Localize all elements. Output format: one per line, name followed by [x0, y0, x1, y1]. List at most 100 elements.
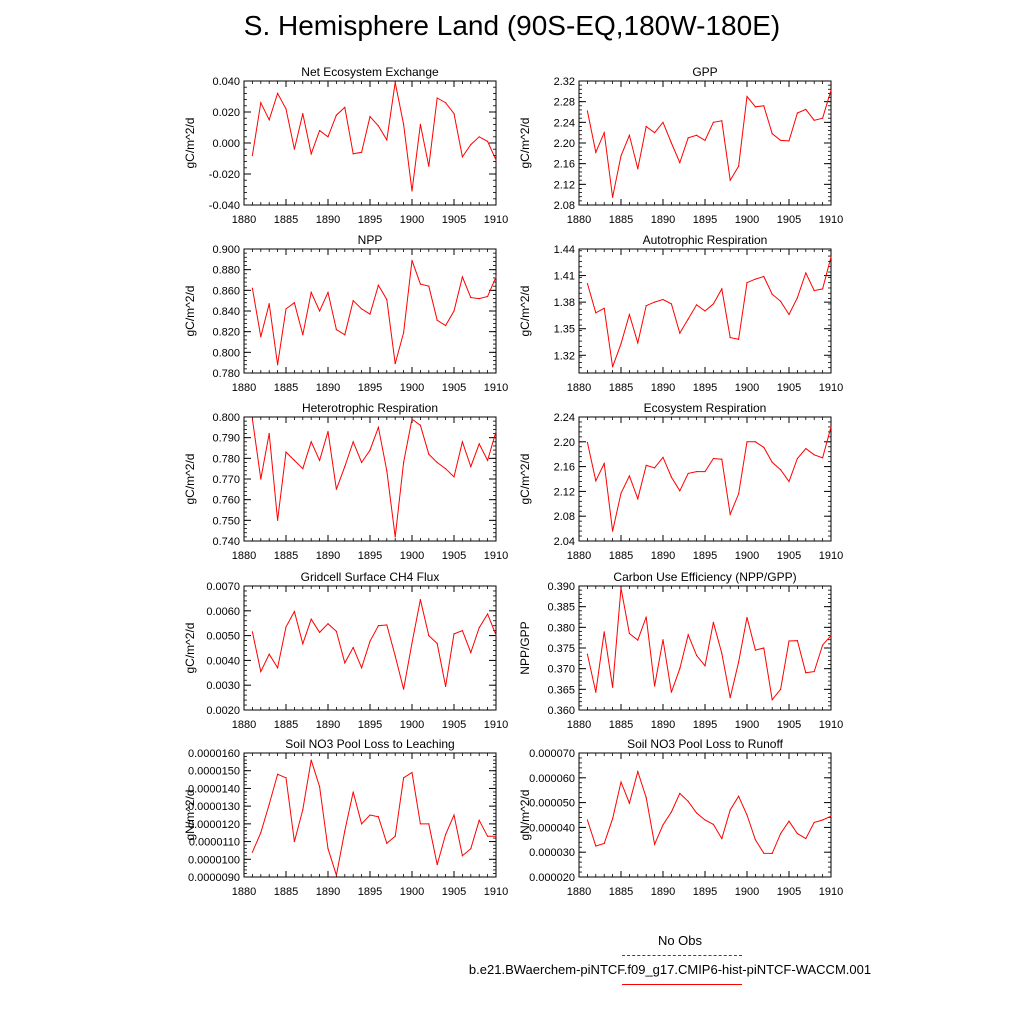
- y-tick-label: 1.35: [554, 324, 575, 336]
- data-point: [293, 610, 295, 613]
- data-point: [268, 119, 270, 121]
- data-point: [603, 307, 605, 309]
- data-point: [411, 259, 413, 261]
- data-point: [310, 153, 312, 155]
- data-point: [788, 820, 790, 822]
- y-tick-label: 2.28: [554, 97, 575, 109]
- data-point: [746, 282, 748, 284]
- data-point: [344, 106, 346, 108]
- data-point: [712, 457, 715, 460]
- data-point: [822, 819, 824, 821]
- data-point: [746, 616, 748, 619]
- y-axis-label: gC/m^2/d: [183, 623, 197, 674]
- chart-panel: Heterotrophic Respiration gC/m^2/d 1880 188…: [183, 401, 508, 562]
- data-point: [478, 443, 480, 445]
- data-point: [436, 642, 438, 645]
- data-point: [595, 151, 597, 153]
- data-point: [319, 310, 321, 312]
- data-point: [796, 457, 799, 460]
- panel-title: GPP: [692, 65, 717, 79]
- data-point: [738, 661, 740, 663]
- y-tick-label: 0.000020: [529, 872, 575, 884]
- data-point: [436, 461, 438, 464]
- data-point: [377, 625, 379, 627]
- data-point: [595, 845, 597, 847]
- data-point: [411, 418, 413, 420]
- x-tick-label: 1895: [693, 382, 717, 394]
- y-tick-label: 0.000030: [529, 847, 575, 859]
- data-point: [344, 662, 346, 664]
- data-point: [637, 639, 639, 641]
- data-point: [595, 312, 597, 314]
- y-tick-label: 0.000070: [529, 748, 575, 760]
- y-tick-label: 0.0020: [206, 705, 240, 717]
- data-point: [738, 338, 740, 340]
- data-point: [361, 151, 363, 153]
- data-point: [721, 837, 723, 840]
- data-point: [763, 852, 765, 854]
- x-tick-label: 1880: [567, 886, 591, 898]
- data-point: [285, 777, 287, 779]
- x-tick-label: 1880: [232, 382, 256, 394]
- x-tick-label: 1890: [651, 550, 675, 562]
- data-point: [461, 855, 463, 857]
- data-point: [260, 336, 262, 338]
- data-point: [637, 771, 639, 773]
- series-line: [251, 260, 497, 365]
- data-point: [352, 791, 354, 793]
- x-tick-label: 1890: [316, 550, 340, 562]
- data-point: [394, 81, 396, 84]
- data-point: [369, 116, 371, 118]
- y-tick-label: 0.000040: [529, 822, 575, 834]
- data-point: [645, 616, 647, 618]
- data-point: [738, 795, 740, 797]
- data-point: [645, 305, 647, 307]
- x-tick-label: 1890: [651, 719, 675, 731]
- x-tick-label: 1890: [316, 382, 340, 394]
- data-point: [805, 672, 807, 674]
- data-point: [813, 454, 815, 456]
- data-point: [780, 139, 782, 142]
- data-point: [738, 493, 740, 495]
- x-tick-label: 1905: [442, 886, 466, 898]
- x-tick-label: 1905: [442, 214, 466, 226]
- data-point: [470, 296, 472, 299]
- data-point: [495, 835, 497, 837]
- data-point: [687, 634, 689, 636]
- data-point: [780, 300, 782, 302]
- data-point: [361, 308, 363, 310]
- data-point: [620, 587, 622, 589]
- x-tick-label: 1880: [567, 719, 591, 731]
- y-axis-label: gC/m^2/d: [518, 286, 532, 337]
- y-tick-label: 2.12: [554, 486, 575, 498]
- y-tick-label: 0.000060: [529, 773, 575, 785]
- y-tick-label: 0.750: [212, 515, 240, 527]
- y-tick-label: 1.44: [554, 244, 575, 256]
- series-line: [251, 599, 497, 690]
- x-tick-label: 1890: [316, 886, 340, 898]
- data-point: [628, 632, 631, 635]
- data-point: [403, 688, 405, 690]
- data-point: [721, 288, 723, 290]
- data-point: [377, 284, 379, 286]
- y-tick-label: 2.08: [554, 511, 575, 523]
- series-line: [251, 418, 497, 537]
- data-point: [620, 343, 622, 345]
- x-tick-label: 1910: [484, 214, 508, 226]
- data-point: [645, 797, 647, 799]
- x-tick-label: 1890: [316, 719, 340, 731]
- y-tick-label: 0.0000120: [188, 819, 240, 831]
- x-tick-label: 1905: [777, 886, 801, 898]
- x-tick-label: 1900: [735, 382, 759, 394]
- y-tick-label: 0.820: [212, 327, 240, 339]
- data-point: [319, 130, 321, 132]
- y-tick-label: 0.0000160: [188, 748, 240, 760]
- data-point: [822, 457, 824, 459]
- data-point: [428, 635, 430, 637]
- data-point: [386, 299, 388, 301]
- y-tick-label: 0.000: [212, 138, 240, 150]
- data-point: [813, 119, 815, 121]
- x-tick-label: 1900: [735, 214, 759, 226]
- data-point: [696, 812, 698, 814]
- data-point: [687, 137, 689, 139]
